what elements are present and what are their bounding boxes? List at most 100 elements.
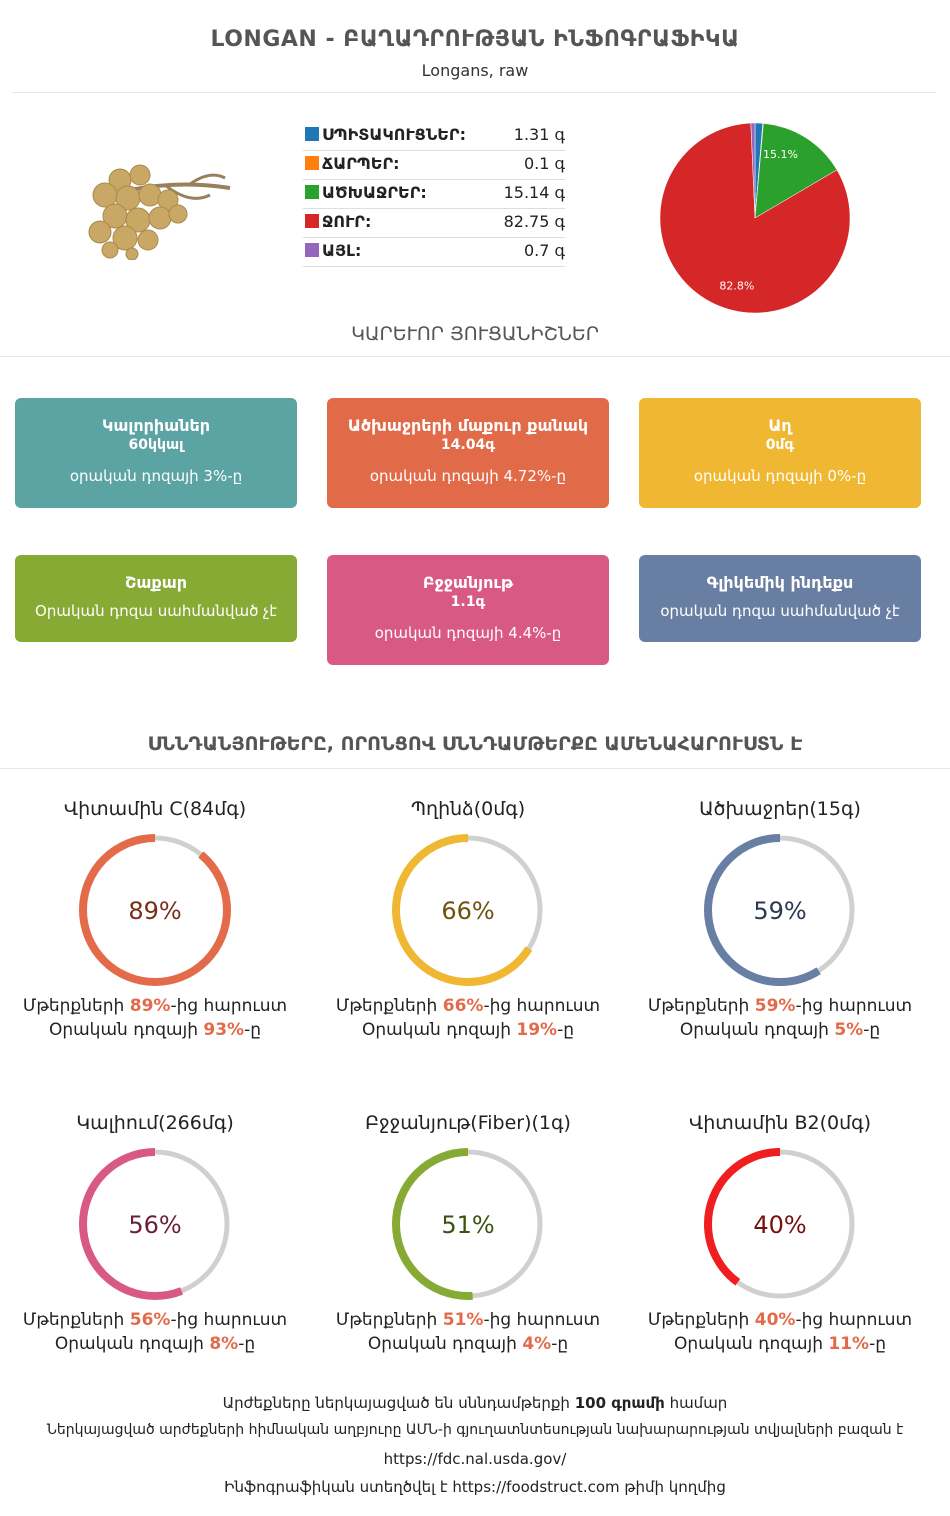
nutrient-rich-line: Մթերքների 66%-ից հարուստ xyxy=(318,996,618,1016)
footer-text: Արժեքները ներկայացված են սննդամթերքի xyxy=(222,1394,575,1412)
footer-source-link[interactable]: https://fdc.nal.usda.gov/ xyxy=(383,1450,567,1468)
line-text: -ից հարուստ xyxy=(170,996,288,1016)
ring-percent: 89% xyxy=(128,897,181,925)
line-text: -ը xyxy=(244,1020,262,1040)
legend-row: ԱԾԽԱՋՐԵՐ: 15.14 գ xyxy=(303,180,565,209)
feature-card-desc: օրական դոզա սահմանված չէ xyxy=(660,602,900,620)
footer-source-note: Ներկայացված արժեքների հիմնական աղբյուրը … xyxy=(46,1422,904,1438)
legend-label: ՍՊԻՏԱԿՈՒՑՆԵՐ: xyxy=(322,125,466,144)
feature-card: Ածխաջրերի մաքուր քանակ 14.04գ օրական դոզայ… xyxy=(327,398,609,508)
legend-swatch xyxy=(305,214,319,228)
line-text: -ից հարուստ xyxy=(170,1310,288,1330)
nutrient-name: Վիտամին B2(0մգ) xyxy=(688,1112,872,1134)
feature-card-title: Բջջանյութ xyxy=(422,573,514,592)
nutrient-daily-line: Օրական դոզայի 4%-ը xyxy=(318,1334,618,1354)
footer-note-100g: Արժեքները ներկայացված են սննդամթերքի 100… xyxy=(0,1394,950,1412)
line-text: Օրական դոզայի xyxy=(673,1334,829,1354)
feature-card-value: 14.04գ xyxy=(440,437,496,453)
nutrient-block: Ածխաջրեր(15գ) 59% Մթերքների 59%-ից հարուստ… xyxy=(630,798,930,1040)
feature-card: Շաքար Օրական դոզա սահմանված չէ xyxy=(15,555,297,642)
nutrient-daily-line: Օրական դոզայի 11%-ը xyxy=(630,1334,930,1354)
legend-label: ՋՈՒՐ: xyxy=(322,212,372,231)
ring-progress xyxy=(704,1148,856,1300)
nutrient-ring: 40% xyxy=(704,1148,856,1300)
nutrient-name: Կալիում(266մգ) xyxy=(76,1112,234,1134)
feature-card-title: Գլիկեմիկ ինդեքս xyxy=(706,573,854,592)
legend-label: ԱԾԽԱՋՐԵՐ: xyxy=(322,183,427,202)
ring-progress xyxy=(79,1148,231,1300)
feature-card-value: 0մգ xyxy=(765,437,795,453)
nutrient-block: Պղինձ(0մգ) 66% Մթերքների 66%-ից հարուստ Օրա… xyxy=(318,798,618,1040)
nutrient-name: Ածխաջրեր(15գ) xyxy=(699,798,861,820)
nutrient-ring: 66% xyxy=(392,834,544,986)
rich-percent: 66% xyxy=(442,996,484,1016)
feature-card: Աղ 0մգ օրական դոզայի 0%-ը xyxy=(639,398,921,508)
line-text: -ից հարուստ xyxy=(795,1310,913,1330)
ring-progress xyxy=(79,834,231,986)
daily-percent: 93% xyxy=(203,1020,245,1040)
composition-pie-chart: 15.1% 82.8% xyxy=(659,122,851,314)
line-text: Մթերքների xyxy=(335,1310,443,1330)
daily-percent: 19% xyxy=(516,1020,558,1040)
divider xyxy=(0,768,950,769)
line-text: Օրական դոզայի xyxy=(367,1334,523,1354)
line-text: Օրական դոզայի xyxy=(361,1020,517,1040)
legend-value: 0.7 գ xyxy=(523,241,565,260)
ring-percent: 51% xyxy=(441,1211,494,1239)
rich-percent: 56% xyxy=(129,1310,171,1330)
pie-slice xyxy=(750,122,756,219)
line-text: Մթերքների xyxy=(22,1310,130,1330)
nutrient-block: Վիտամին C(84մգ) 89% Մթերքների 89%-ից հարու… xyxy=(5,798,305,1040)
footer-text: թիմի կողմից xyxy=(619,1478,726,1496)
nutrient-name: Պղինձ(0մգ) xyxy=(410,798,526,820)
legend-swatch xyxy=(305,156,319,170)
legend-value: 15.14 գ xyxy=(503,183,565,202)
feature-card-title: Շաքար xyxy=(124,573,187,592)
legend-row: ՍՊԻՏԱԿՈՒՑՆԵՐ: 1.31 գ xyxy=(303,122,565,151)
nutrient-ring: 51% xyxy=(392,1148,544,1300)
legend-label: ԱՅԼ: xyxy=(322,241,362,260)
nutrient-rich-line: Մթերքների 40%-ից հարուստ xyxy=(630,1310,930,1330)
line-text: -ը xyxy=(869,1334,887,1354)
daily-percent: 8% xyxy=(209,1334,239,1354)
nutrient-daily-line: Օրական դոզայի 8%-ը xyxy=(5,1334,305,1354)
footer-credit: Ինֆոգրաֆիկան ստեղծվել է https://foodstru… xyxy=(0,1478,950,1496)
feature-card-desc: օրական դոզայի 4.4%-ը xyxy=(374,624,562,642)
line-text: -ից հարուստ xyxy=(795,996,913,1016)
footer-text: Ինֆոգրաֆիկան ստեղծվել է xyxy=(224,1478,453,1496)
ring-progress xyxy=(704,834,856,986)
nutrient-rich-line: Մթերքների 51%-ից հարուստ xyxy=(318,1310,618,1330)
ring-percent: 40% xyxy=(753,1211,806,1239)
nutrient-name: Բջջանյութ(Fiber)(1գ) xyxy=(365,1112,571,1134)
nutrient-ring: 59% xyxy=(704,834,856,986)
page-title: LONGAN - ԲԱՂԱԴՐՈՒԹՅԱՆ ԻՆՖՈԳՐԱՖԻԿԱ xyxy=(210,27,740,52)
daily-percent: 4% xyxy=(522,1334,552,1354)
footer-bold: 100 գրամի xyxy=(574,1394,665,1412)
divider xyxy=(12,92,936,93)
line-text: Մթերքների xyxy=(647,1310,755,1330)
pie-slice-label: 82.8% xyxy=(719,280,754,293)
feature-card-desc: օրական դոզայի 3%-ը xyxy=(69,467,243,485)
nutrient-ring: 89% xyxy=(79,834,231,986)
rich-percent: 51% xyxy=(442,1310,484,1330)
line-text: -ից հարուստ xyxy=(483,1310,601,1330)
feature-card: Գլիկեմիկ ինդեքս օրական դոզա սահմանված չէ xyxy=(639,555,921,642)
feature-card-value: 1.1գ xyxy=(450,594,486,610)
line-text: -ից հարուստ xyxy=(483,996,601,1016)
line-text: Օրական դոզայի xyxy=(679,1020,835,1040)
nutrient-daily-line: Օրական դոզայի 5%-ը xyxy=(630,1020,930,1040)
line-text: Օրական դոզայի xyxy=(48,1020,204,1040)
line-text: -ը xyxy=(551,1334,569,1354)
ring-progress xyxy=(392,1148,544,1300)
rich-percent: 40% xyxy=(754,1310,796,1330)
feature-card-desc: օրական դոզայի 0%-ը xyxy=(693,467,867,485)
line-text: Օրական դոզայի xyxy=(54,1334,210,1354)
feature-card-title: Աղ xyxy=(768,416,792,435)
foodstruct-link[interactable]: https://foodstruct.com xyxy=(452,1478,620,1496)
line-text: -ը xyxy=(557,1020,575,1040)
daily-percent: 5% xyxy=(834,1020,864,1040)
legend-row: ՃԱՐՊԵՐ: 0.1 գ xyxy=(303,151,565,180)
nutrient-block: Կալիում(266մգ) 56% Մթերքների 56%-ից հարուս… xyxy=(5,1112,305,1354)
legend-label: ՃԱՐՊԵՐ: xyxy=(322,154,400,173)
feature-card: Կալորիաներ 60կկալ օրական դոզայի 3%-ը xyxy=(15,398,297,508)
